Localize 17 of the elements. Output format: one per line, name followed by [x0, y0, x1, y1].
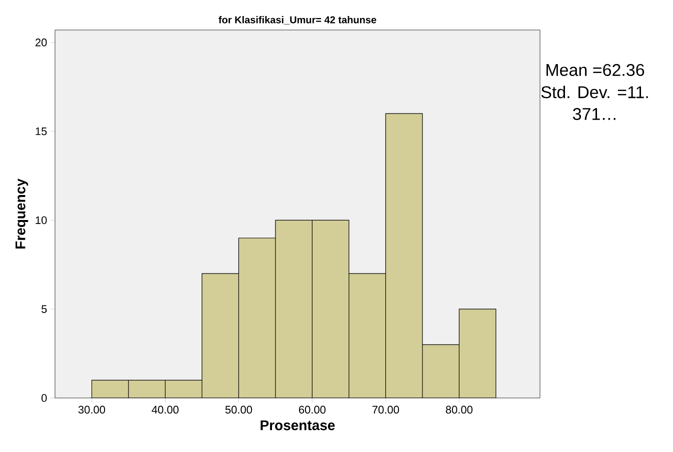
x-tick-label: 70.00 — [372, 406, 399, 414]
x-axis-title: Prosentase — [260, 420, 335, 430]
y-axis-title: Frequency — [16, 178, 28, 248]
chart-title: for Klasifikasi_Umur= 42 tahunse — [218, 16, 376, 24]
y-tick-label: 10 — [36, 216, 47, 224]
y-tick-label: 0 — [42, 394, 47, 402]
x-tick-label: 40.00 — [152, 406, 179, 414]
y-tick-label: 5 — [42, 305, 47, 313]
x-tick-label: 80.00 — [446, 406, 472, 414]
text: 371… — [572, 108, 616, 120]
x-tick-label: 30.00 — [78, 406, 106, 414]
text: Mean =62.36 — [546, 64, 644, 76]
x-tick-label: 60.00 — [299, 406, 326, 414]
y-tick-label: 20 — [36, 38, 47, 46]
text: Std. Dev. =11. — [541, 86, 648, 98]
y-tick-label: 15 — [36, 128, 47, 136]
x-tick-label: 50.00 — [225, 406, 252, 414]
